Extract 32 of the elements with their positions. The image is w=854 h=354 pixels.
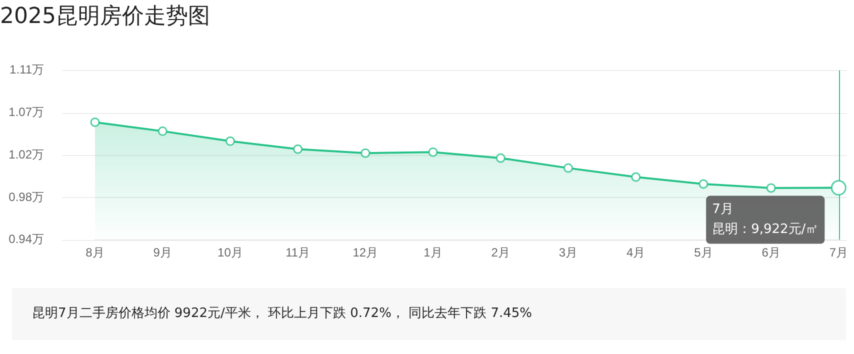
x-tick-label: 2月 bbox=[491, 245, 510, 260]
y-tick-label: 0.94万 bbox=[8, 232, 44, 246]
point bbox=[698, 179, 708, 189]
point bbox=[158, 126, 168, 136]
y-tick-label: 1.02万 bbox=[8, 147, 44, 162]
x-tick-label: 4月 bbox=[626, 245, 646, 260]
point bbox=[293, 144, 303, 154]
x-tick-label: 11月 bbox=[286, 245, 310, 260]
x-tick-label: 8月 bbox=[86, 245, 104, 260]
point bbox=[766, 183, 776, 193]
point bbox=[90, 117, 100, 127]
point bbox=[428, 147, 438, 157]
point bbox=[563, 163, 573, 173]
x-tick-label: 3月 bbox=[558, 245, 578, 260]
point bbox=[631, 172, 641, 182]
x-tick-label: 7月 bbox=[829, 245, 848, 260]
x-tick-label: 6月 bbox=[762, 245, 780, 260]
x-tick-label: 9月 bbox=[153, 245, 172, 260]
annotation: 昆明：9,922元/㎡ bbox=[712, 222, 819, 238]
chart-title: 2025昆明房价走势图 bbox=[0, 4, 210, 29]
x-tick-label: 1月 bbox=[424, 245, 442, 260]
y-tick-label: 1.11万 bbox=[10, 62, 44, 77]
point bbox=[360, 148, 370, 158]
point bbox=[225, 136, 235, 146]
annotation: 7月 bbox=[712, 202, 734, 218]
point bbox=[496, 153, 506, 163]
x-tick-label: 12月 bbox=[352, 245, 378, 260]
y-tick-label: 1.07万 bbox=[8, 105, 44, 120]
text: 昆明7月二手房价格均价 9922元/平米， 环比上月下跌 0.72%， 同比去年下跌 7.45% bbox=[12, 288, 846, 340]
y-tick-label: 0.98万 bbox=[8, 190, 44, 204]
x-tick-label: 5月 bbox=[694, 245, 713, 260]
x-tick-label: 10月 bbox=[218, 245, 243, 260]
